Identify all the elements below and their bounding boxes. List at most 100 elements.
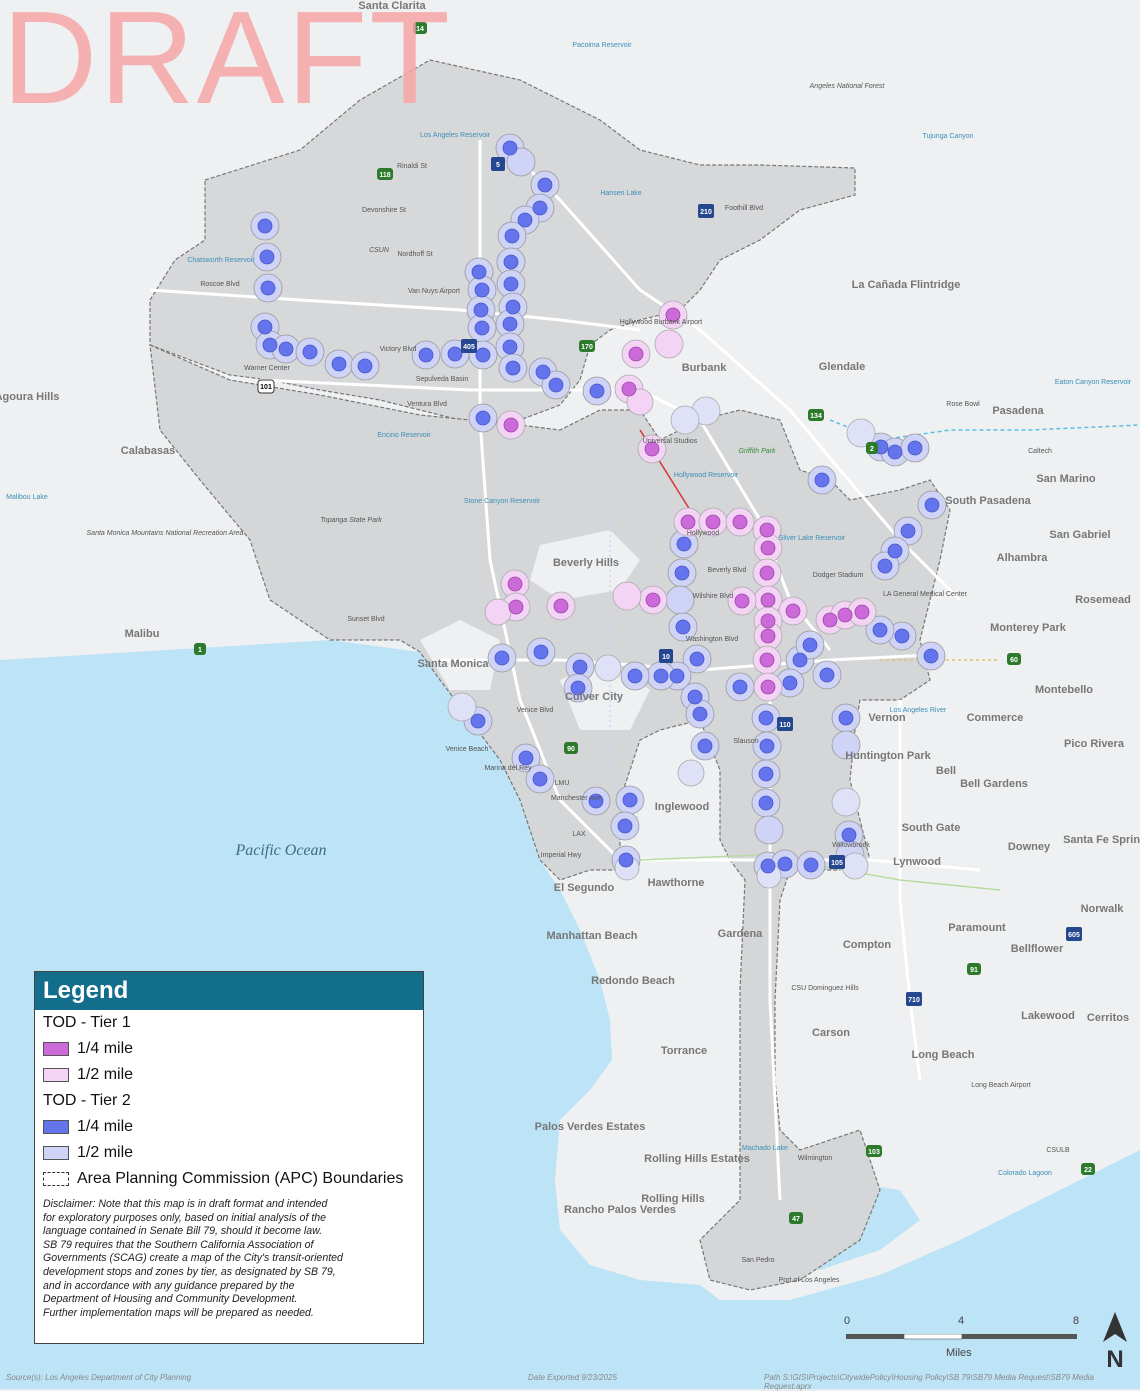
svg-text:Alhambra: Alhambra	[997, 552, 1049, 564]
legend-label: 1/2 mile	[77, 1144, 134, 1161]
svg-text:210: 210	[700, 209, 712, 216]
svg-text:60: 60	[1010, 657, 1018, 664]
svg-text:Chatsworth Reservoir: Chatsworth Reservoir	[187, 257, 255, 264]
svg-text:Willowbrook: Willowbrook	[832, 842, 870, 849]
svg-text:Griffith Park: Griffith Park	[739, 448, 776, 455]
svg-text:1: 1	[198, 647, 202, 654]
svg-text:91: 91	[970, 967, 978, 974]
svg-text:Carson: Carson	[812, 1027, 850, 1039]
footer-date: Date Exported 9/23/2025	[528, 1373, 617, 1382]
svg-text:Lynwood: Lynwood	[893, 856, 941, 868]
ocean-label: Pacific Ocean	[234, 842, 326, 859]
disclaimer-line: Governments (SCAG) create a map of the C…	[43, 1252, 343, 1265]
shield-103: 103	[866, 1145, 882, 1157]
shield-91: 91	[967, 963, 981, 975]
shield-60: 60	[1007, 653, 1021, 665]
highway-shields: 14 5 118 210 170 405 101 134 2 110 10 60…	[194, 22, 1095, 1224]
svg-text:El Segundo: El Segundo	[554, 882, 615, 894]
svg-text:Hansen Lake: Hansen Lake	[600, 190, 641, 197]
svg-text:Cerritos: Cerritos	[1087, 1012, 1129, 1024]
shield-90: 90	[564, 742, 578, 754]
svg-text:Silver Lake Reservoir: Silver Lake Reservoir	[779, 535, 846, 542]
svg-text:Commerce: Commerce	[967, 712, 1024, 724]
scale-bar-graphic	[846, 1334, 1077, 1340]
svg-text:Malibu: Malibu	[125, 628, 160, 640]
svg-text:Palos Verdes Estates: Palos Verdes Estates	[535, 1121, 646, 1133]
svg-text:710: 710	[908, 997, 920, 1004]
svg-text:Bell Gardens: Bell Gardens	[960, 778, 1028, 790]
svg-text:Manhattan Beach: Manhattan Beach	[546, 930, 637, 942]
legend-tier2-quarter: 1/4 mile	[35, 1114, 423, 1140]
legend-tier2-header: TOD - Tier 2	[43, 1092, 131, 1109]
svg-text:Slauson: Slauson	[733, 738, 758, 745]
legend-label: 1/4 mile	[77, 1118, 134, 1135]
svg-text:405: 405	[463, 344, 475, 351]
shield-605: 605	[1066, 927, 1082, 941]
shield-405: 405	[461, 339, 477, 353]
svg-text:22: 22	[1084, 1167, 1092, 1174]
svg-text:Rolling Hills Estates: Rolling Hills Estates	[644, 1153, 750, 1165]
svg-text:Norwalk: Norwalk	[1081, 903, 1125, 915]
svg-text:Pasadena: Pasadena	[992, 405, 1044, 417]
svg-text:Port of Los Angeles: Port of Los Angeles	[779, 1277, 840, 1284]
svg-text:5: 5	[496, 162, 500, 169]
svg-text:CSUN: CSUN	[369, 247, 390, 254]
svg-text:Victory Blvd: Victory Blvd	[380, 346, 417, 353]
svg-text:Tujunga Canyon: Tujunga Canyon	[922, 133, 973, 140]
svg-text:LAX: LAX	[572, 831, 586, 838]
svg-text:LA General Medical Center: LA General Medical Center	[883, 591, 968, 598]
shield-710: 710	[906, 992, 922, 1006]
svg-text:Montebello: Montebello	[1035, 684, 1093, 696]
svg-text:Universal Studios: Universal Studios	[643, 438, 698, 445]
svg-text:10: 10	[662, 654, 670, 661]
legend-label: 1/4 mile	[77, 1040, 134, 1057]
svg-text:Lakewood: Lakewood	[1021, 1010, 1075, 1022]
svg-text:Rosemead: Rosemead	[1075, 594, 1131, 606]
draft-watermark: DRAFT	[2, 0, 452, 131]
svg-text:118: 118	[379, 172, 390, 179]
scale-tick-0: 0	[844, 1315, 851, 1327]
santa-monica-area	[420, 620, 500, 690]
tod-tier2-quarter-stops	[257, 140, 940, 874]
svg-text:Rose Bowl: Rose Bowl	[946, 401, 980, 408]
shield-47: 47	[789, 1212, 803, 1224]
tod-tier2-half-only	[447, 396, 876, 889]
shield-134: 134	[808, 409, 824, 421]
disclaimer-line: Disclaimer: Note that this map is in dra…	[43, 1198, 328, 1210]
svg-text:Dodger Stadium: Dodger Stadium	[813, 572, 864, 579]
svg-text:Pacoima Reservoir: Pacoima Reservoir	[572, 42, 632, 49]
svg-text:San Gabriel: San Gabriel	[1049, 529, 1110, 541]
svg-text:134: 134	[810, 413, 822, 420]
svg-text:Long Beach: Long Beach	[912, 1049, 975, 1061]
svg-text:110: 110	[779, 722, 790, 729]
disclaimer-line: SB 79 requires that the Southern Califor…	[43, 1238, 314, 1251]
svg-text:La Cañada Flintridge: La Cañada Flintridge	[852, 279, 961, 291]
svg-text:Stone Canyon Reservoir: Stone Canyon Reservoir	[464, 498, 541, 505]
svg-text:605: 605	[1068, 932, 1080, 939]
shield-118: 118	[377, 168, 393, 180]
apc-swatch	[43, 1172, 69, 1186]
svg-text:Topanga State Park: Topanga State Park	[320, 517, 382, 524]
tod-tier1-quarter-stops	[503, 307, 870, 695]
svg-text:Venice Blvd: Venice Blvd	[517, 707, 554, 714]
svg-text:Gardena: Gardena	[718, 928, 764, 940]
minor-labels: Pacoima Reservoir Angeles National Fores…	[6, 42, 1132, 1284]
shield-105: 105	[829, 855, 845, 869]
scale-tick-8: 8	[1073, 1315, 1080, 1327]
svg-text:Pico Rivera: Pico Rivera	[1064, 738, 1125, 750]
svg-text:Sunset Blvd: Sunset Blvd	[347, 616, 384, 623]
tier2-quarter-swatch	[43, 1120, 69, 1134]
svg-text:170: 170	[581, 344, 593, 351]
svg-text:Bell: Bell	[936, 765, 956, 777]
svg-text:Colorado Lagoon: Colorado Lagoon	[998, 1170, 1052, 1177]
svg-text:Long Beach Airport: Long Beach Airport	[971, 1082, 1031, 1089]
footer-source: Source(s): Los Angeles Department of Cit…	[6, 1373, 192, 1382]
svg-text:Santa Monica: Santa Monica	[418, 658, 490, 670]
city-labels: Santa Clarita Agoura Hills Calabasas Mal…	[0, 0, 1140, 1216]
svg-text:Burbank: Burbank	[682, 362, 728, 374]
shield-2: 2	[866, 442, 878, 454]
svg-text:Ventura Blvd: Ventura Blvd	[407, 401, 447, 408]
svg-text:Beverly Blvd: Beverly Blvd	[708, 567, 747, 574]
legend-label: 1/2 mile	[77, 1066, 134, 1083]
